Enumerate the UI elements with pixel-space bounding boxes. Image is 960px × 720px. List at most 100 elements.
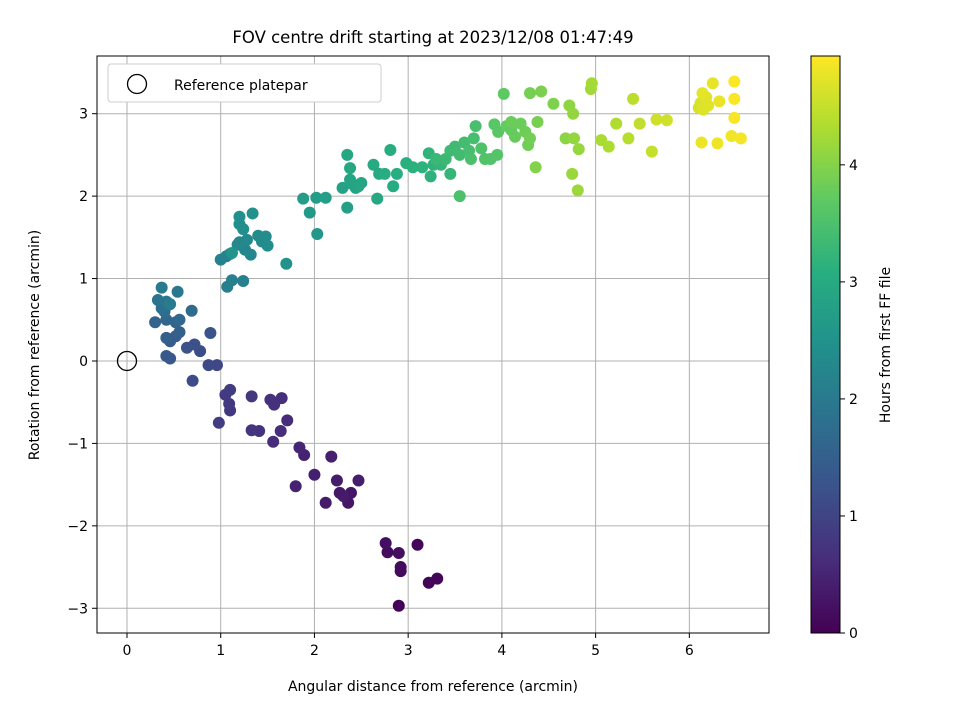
data-point xyxy=(627,92,640,105)
data-point xyxy=(531,115,544,128)
data-point xyxy=(567,107,580,120)
x-axis-label: Angular distance from reference (arcmin) xyxy=(288,679,578,695)
data-point xyxy=(225,274,238,287)
data-point xyxy=(341,201,354,214)
data-point xyxy=(505,115,518,128)
plot-frame xyxy=(96,55,770,634)
x-tick-label: 4 xyxy=(497,643,506,659)
data-point xyxy=(223,397,236,410)
data-point xyxy=(406,161,419,174)
data-point xyxy=(149,316,162,329)
data-point xyxy=(245,424,258,437)
data-point xyxy=(559,132,572,145)
data-point xyxy=(371,192,384,205)
data-point xyxy=(225,247,238,260)
data-point xyxy=(245,390,258,403)
data-point xyxy=(210,359,223,372)
data-point xyxy=(610,117,623,130)
data-point xyxy=(411,538,424,551)
data-point xyxy=(233,210,246,223)
data-point xyxy=(319,191,332,204)
data-point xyxy=(297,192,310,205)
data-point xyxy=(303,206,316,219)
data-point xyxy=(491,148,504,161)
data-point xyxy=(259,230,272,243)
data-point xyxy=(155,281,168,294)
y-tick-label: 0 xyxy=(79,354,88,370)
reference-platepar-marker xyxy=(116,350,138,372)
data-point xyxy=(492,125,505,138)
data-point xyxy=(289,480,302,493)
data-point xyxy=(224,383,237,396)
data-point xyxy=(160,350,173,363)
data-point xyxy=(725,129,738,142)
data-point xyxy=(308,468,321,481)
data-point xyxy=(524,87,537,100)
data-point xyxy=(728,92,741,105)
x-tick-label: 2 xyxy=(310,643,319,659)
data-point xyxy=(571,184,584,197)
data-point xyxy=(387,180,400,193)
data-point xyxy=(453,190,466,203)
colorbar-ticks: 0 1 2 3 4 xyxy=(840,158,858,642)
data-point xyxy=(622,132,635,145)
x-axis-ticks: 0 1 2 3 4 5 6 xyxy=(123,633,694,659)
data-point xyxy=(164,298,177,311)
data-point xyxy=(585,77,598,90)
data-point xyxy=(467,132,480,145)
data-point xyxy=(566,167,579,180)
data-point xyxy=(180,341,193,354)
data-point xyxy=(645,145,658,158)
y-tick-label: −3 xyxy=(67,601,88,617)
data-point xyxy=(280,257,293,270)
data-point xyxy=(261,239,274,252)
data-point xyxy=(341,148,354,161)
colorbar-tick-label: 4 xyxy=(849,158,858,174)
data-point xyxy=(185,304,198,317)
y-axis-ticks: −3 −2 −1 0 1 2 3 xyxy=(67,107,97,617)
data-point xyxy=(384,143,397,156)
data-point xyxy=(311,228,324,241)
data-point xyxy=(424,170,437,183)
y-tick-label: 1 xyxy=(79,272,88,288)
data-point xyxy=(713,95,726,108)
data-point xyxy=(202,359,215,372)
x-tick-label: 6 xyxy=(685,643,694,659)
data-point xyxy=(444,167,457,180)
data-point xyxy=(650,113,663,126)
data-point xyxy=(728,111,741,124)
y-tick-label: 2 xyxy=(79,189,88,205)
data-point xyxy=(535,85,548,98)
data-point xyxy=(381,546,394,559)
reference-marker xyxy=(116,350,138,372)
data-point xyxy=(431,572,444,585)
y-tick-label: 3 xyxy=(79,107,88,123)
data-point xyxy=(475,142,488,155)
chart-title: FOV centre drift starting at 2023/12/08 … xyxy=(232,28,633,47)
data-point xyxy=(524,132,537,145)
data-point xyxy=(568,132,581,145)
data-point xyxy=(497,87,510,100)
colorbar-gradient xyxy=(810,55,841,634)
data-point xyxy=(237,275,250,288)
data-point xyxy=(264,393,277,406)
legend-box xyxy=(107,63,382,103)
x-tick-label: 0 xyxy=(123,643,132,659)
data-point xyxy=(330,474,343,487)
data-point xyxy=(237,223,250,236)
data-point xyxy=(240,233,253,246)
x-tick-label: 3 xyxy=(404,643,413,659)
data-point xyxy=(390,167,403,180)
data-point xyxy=(453,148,466,161)
data-point xyxy=(352,474,365,487)
data-point xyxy=(711,137,724,150)
legend-reference-marker xyxy=(126,73,148,95)
data-point xyxy=(244,248,257,261)
data-point xyxy=(336,181,349,194)
y-axis-label: Rotation from reference (arcmin) xyxy=(27,230,43,460)
data-point xyxy=(706,77,719,90)
data-point xyxy=(337,490,350,503)
data-point xyxy=(378,167,391,180)
data-point xyxy=(367,158,380,171)
data-point xyxy=(344,173,357,186)
